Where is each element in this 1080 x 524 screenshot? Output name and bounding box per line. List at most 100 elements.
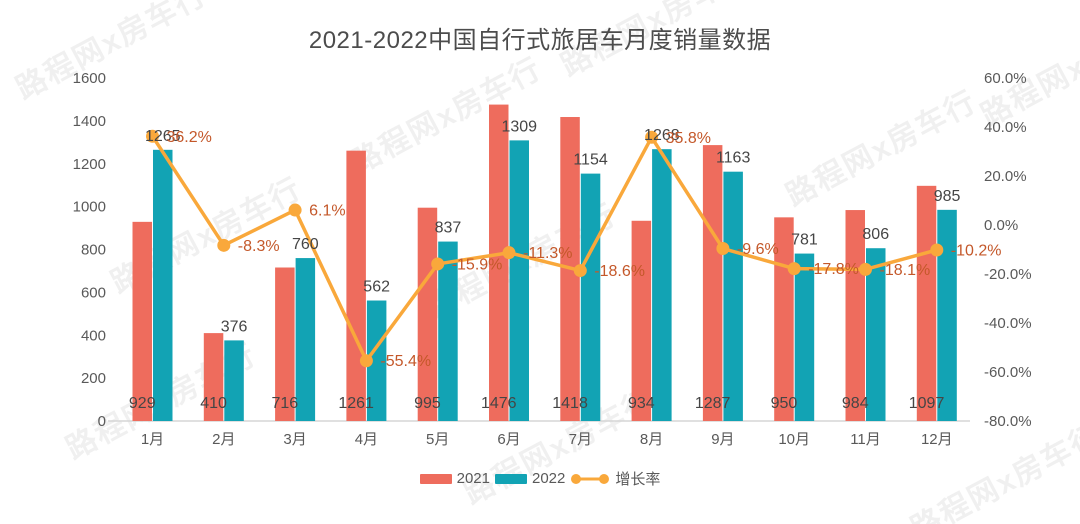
growth-value-label: -18.1% (880, 262, 931, 279)
secondary-axis-tick-label: 0.0% (984, 217, 1018, 234)
bar-value-label-2021: 995 (414, 395, 441, 412)
x-axis-month-label: 5月 (426, 431, 449, 448)
y-axis-tick-label: 1200 (73, 156, 106, 173)
bar-2021-12月 (916, 185, 937, 421)
bar-2022-4月 (366, 300, 387, 421)
growth-value-label: -15.9% (452, 256, 503, 273)
secondary-axis-tick-label: -80.0% (984, 413, 1032, 430)
bar-2022-11月 (866, 248, 886, 421)
bar-2021-5月 (417, 207, 438, 421)
growth-line-point-4月 (359, 354, 373, 368)
y-axis-tick-label: 0 (98, 413, 106, 430)
bar-value-label-2022: 1163 (716, 150, 751, 167)
legend-swatch-2021 (419, 473, 452, 484)
bar-value-label-2021: 1287 (695, 395, 731, 412)
secondary-axis-tick-label: 20.0% (984, 168, 1027, 185)
bar-value-label-2022: 806 (862, 226, 889, 243)
growth-value-label: -8.3% (238, 238, 280, 255)
bar-2021-6月 (489, 104, 509, 422)
growth-value-label: -55.4% (380, 353, 431, 370)
bar-2021-1月 (132, 221, 152, 421)
bar-value-label-2022: 1154 (573, 152, 608, 169)
growth-line-point-12月 (930, 243, 944, 257)
bar-value-label-2021: 934 (628, 395, 655, 412)
chart-title: 2021-2022中国自行式旅居车月度销量数据 (308, 27, 772, 54)
growth-value-label: -18.6% (594, 263, 645, 280)
growth-line-point-2月 (217, 238, 231, 252)
legend-label-2021: 2021 (456, 470, 490, 487)
growth-value-label: -17.8% (808, 261, 859, 278)
bar-2021-9月 (702, 145, 723, 422)
growth-line-point-6月 (502, 246, 516, 260)
bar-value-label-2022: 1268 (644, 127, 680, 144)
growth-value-label: -9.6% (737, 241, 779, 258)
growth-line-point-1月 (146, 129, 159, 143)
legend-label-growth: 增长率 (615, 471, 661, 488)
x-axis-month-label: 4月 (355, 431, 378, 448)
growth-line-point-11月 (859, 262, 872, 276)
x-axis-month-label: 12月 (921, 431, 953, 448)
growth-value-label: 35.8% (666, 130, 711, 147)
x-axis-month-label: 8月 (640, 431, 663, 448)
bar-value-label-2022: 760 (292, 236, 319, 253)
legend-line-marker (571, 473, 610, 484)
growth-value-label: -11.3% (523, 245, 573, 262)
x-axis-month-label: 6月 (497, 431, 520, 448)
growth-value-label: 6.1% (309, 203, 345, 220)
growth-line-point-8月 (645, 130, 659, 144)
secondary-axis-tick-label: 40.0% (984, 119, 1027, 136)
x-axis-month-label: 3月 (283, 431, 306, 448)
bar-value-label-2021: 716 (271, 395, 298, 412)
x-axis-month-label: 2月 (212, 431, 235, 448)
bar-2022-8月 (652, 149, 672, 422)
bar-value-label-2022: 562 (363, 279, 390, 296)
bar-2022-5月 (438, 241, 458, 421)
growth-line-point-3月 (288, 203, 302, 217)
bar-value-label-2022: 1265 (145, 128, 181, 145)
x-axis-month-label: 11月 (850, 431, 881, 448)
bar-2021-11月 (845, 210, 865, 421)
bar-2021-2月 (203, 333, 224, 421)
growth-line-point-7月 (573, 264, 587, 278)
legend-swatch-2022 (494, 473, 527, 484)
bar-value-label-2022: 985 (934, 188, 961, 205)
y-axis-tick-label: 1400 (73, 113, 106, 130)
x-axis-month-label: 10月 (778, 431, 810, 448)
x-axis-month-label: 7月 (569, 431, 592, 448)
bar-2021-3月 (275, 267, 295, 421)
bar-value-label-2022: 837 (435, 220, 462, 237)
y-axis-tick-label: 600 (81, 284, 106, 301)
y-axis-tick-label: 400 (81, 327, 106, 344)
secondary-axis-tick-label: -60.0% (984, 364, 1032, 381)
x-axis-month-label: 1月 (141, 431, 164, 448)
y-axis-tick-label: 1600 (73, 70, 106, 87)
growth-line-point-9月 (716, 242, 730, 256)
bar-2022-6月 (509, 140, 529, 421)
bar-value-label-2022: 781 (791, 232, 818, 249)
bar-2022-12月 (937, 209, 957, 421)
bar-2022-10月 (794, 253, 815, 421)
secondary-axis-tick-label: -20.0% (984, 266, 1032, 283)
secondary-axis-tick-label: -40.0% (984, 315, 1032, 332)
y-axis-tick-label: 200 (81, 370, 106, 387)
bar-2022-1月 (153, 149, 173, 422)
bar-value-label-2021: 1097 (909, 395, 945, 412)
bar-value-label-2021: 1261 (338, 395, 374, 412)
growth-line-point-5月 (431, 257, 445, 271)
growth-line-point-10月 (787, 262, 801, 276)
y-axis-tick-label: 800 (81, 242, 106, 259)
bar-2021-8月 (631, 220, 652, 421)
x-axis-month-label: 9月 (711, 431, 734, 448)
bar-value-label-2021: 410 (200, 395, 227, 412)
bar-value-label-2021: 984 (842, 395, 869, 412)
bar-value-label-2022: 376 (221, 318, 248, 335)
bar-value-label-2021: 929 (129, 395, 156, 412)
legend: 2021 2022 增长率 (0, 468, 1080, 489)
legend-label-2022: 2022 (531, 470, 566, 487)
bar-value-label-2022: 1309 (501, 118, 537, 135)
secondary-axis-tick-label: 60.0% (984, 70, 1027, 87)
growth-value-label: -10.2% (951, 242, 1002, 259)
bar-2022-3月 (295, 258, 316, 421)
